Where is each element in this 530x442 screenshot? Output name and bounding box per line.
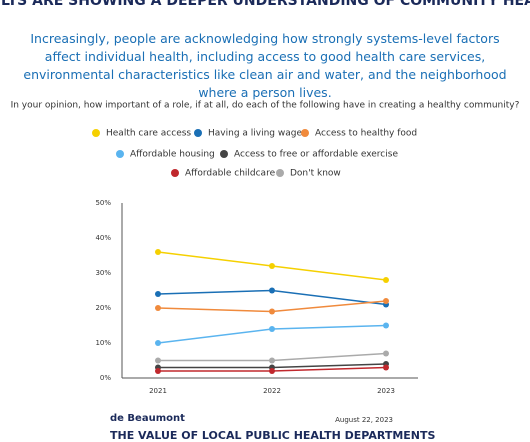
legend-label: Don't know: [290, 169, 341, 179]
legend-marker: [116, 150, 124, 158]
data-point: [383, 350, 389, 357]
data-point: [383, 277, 389, 283]
legend-marker: [194, 129, 202, 137]
x-tick-label: 2021: [149, 387, 167, 395]
legend-label: Affordable housing: [130, 150, 215, 160]
data-point: [155, 357, 161, 364]
date: August 22, 2023: [335, 416, 393, 424]
data-point: [155, 249, 161, 255]
data-point: [269, 357, 275, 364]
data-point: [155, 340, 161, 346]
data-point: [269, 368, 275, 374]
data-point: [269, 326, 275, 332]
y-tick-label: 20%: [95, 304, 111, 312]
page-title: ADULTS ARE SHOWING A DEEPER UNDERSTANDIN…: [0, 0, 530, 9]
question: In your opinion, how important of a role…: [11, 101, 520, 111]
legend-label: Access to healthy food: [315, 129, 417, 139]
data-point: [155, 368, 161, 374]
data-point: [155, 305, 161, 311]
y-tick-label: 30%: [95, 269, 111, 277]
legend-label: Access to free or affordable exercise: [234, 150, 398, 160]
y-tick-label: 0%: [100, 374, 111, 382]
legend-marker: [171, 169, 179, 177]
y-tick-label: 40%: [95, 234, 111, 242]
footer-title: THE VALUE OF LOCAL PUBLIC HEALTH DEPARTM…: [110, 429, 436, 442]
legend-label: Affordable childcare: [185, 169, 276, 179]
data-point: [383, 364, 389, 371]
y-tick-label: 10%: [95, 339, 111, 347]
legend-marker: [301, 129, 309, 137]
data-point: [269, 287, 275, 294]
logo: de Beaumont: [110, 413, 185, 424]
legend-marker: [276, 169, 284, 177]
x-tick-label: 2023: [377, 387, 395, 395]
data-point: [383, 322, 389, 329]
y-tick-label: 50%: [95, 199, 111, 207]
x-tick-label: 2022: [263, 387, 281, 395]
data-point: [383, 298, 389, 304]
legend-label: Having a living wage: [208, 129, 302, 139]
data-point: [269, 263, 275, 269]
data-point: [155, 291, 161, 297]
subtitle: Increasingly, people are acknowledging h…: [23, 31, 507, 100]
legend-marker: [220, 150, 228, 158]
data-point: [269, 308, 275, 315]
legend-label: Health care access: [106, 129, 191, 139]
legend-marker: [92, 129, 100, 137]
